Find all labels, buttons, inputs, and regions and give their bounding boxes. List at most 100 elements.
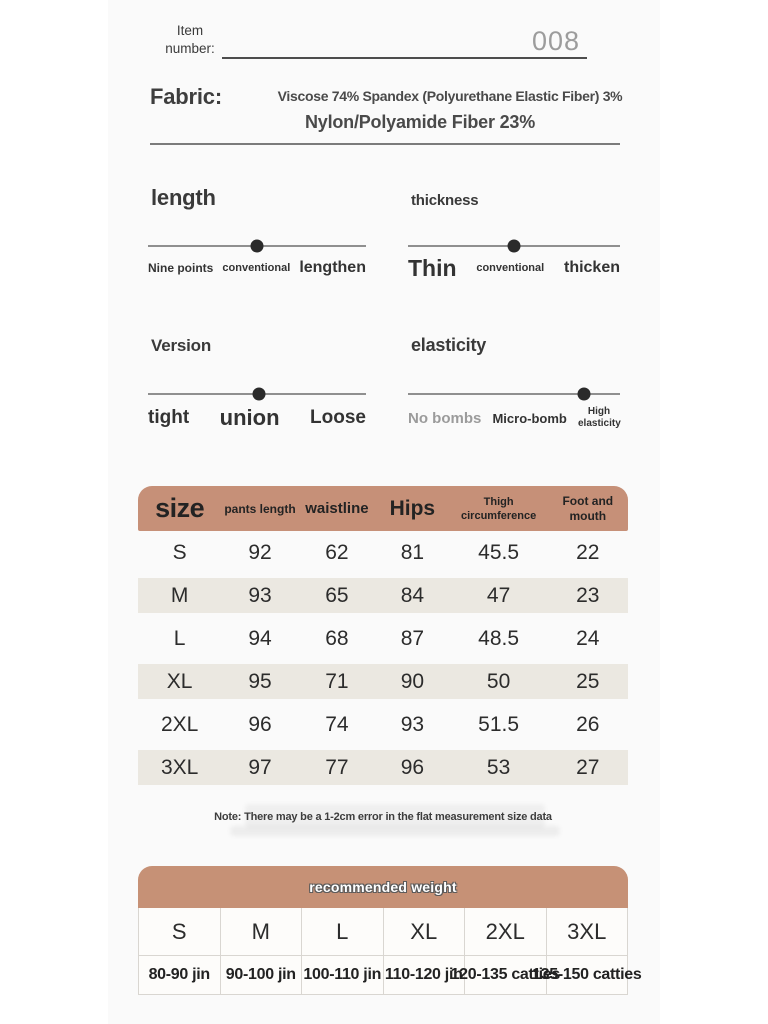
size-table-header-waistline: waistline [305, 500, 369, 517]
table-cell: 110-120 jin [384, 956, 465, 994]
elasticity-label-mid: Micro-bomb [492, 410, 567, 426]
version-label-mid: union [219, 405, 280, 430]
recommended-weight-title: recommended weight [309, 879, 457, 895]
version-label-start: tight [148, 407, 190, 428]
length-slider-thumb [250, 239, 264, 253]
table-cell: 3XL [567, 918, 607, 944]
table-cell: 93 [400, 712, 425, 736]
table-cell: S [139, 908, 221, 955]
table-row: 2XL 96 74 93 51.5 26 [138, 703, 628, 746]
elasticity-label-start: No bombs [408, 409, 482, 427]
table-cell: M [170, 583, 189, 607]
fabric-composition-line2: Nylon/Polyamide Fiber 23% [304, 112, 536, 132]
table-cell: 47 [486, 583, 511, 607]
table-cell: 2XL [465, 908, 547, 955]
thickness-slider-title: thickness [411, 192, 479, 209]
thickness-label-mid: conventional [476, 262, 545, 274]
table-cell: 90 [400, 669, 425, 693]
elasticity-slider-thumb [577, 387, 591, 401]
table-cell: L [173, 626, 186, 650]
fabric-label: Fabric: [150, 84, 222, 109]
item-number-underline [222, 57, 587, 59]
table-row: 3XL 97 77 96 53 27 [138, 746, 628, 789]
table-cell: 62 [325, 540, 349, 564]
thickness-slider-track [408, 239, 620, 253]
table-cell: 74 [325, 712, 349, 736]
length-label-start: Nine points [148, 261, 214, 275]
table-cell: 65 [325, 583, 349, 607]
measurement-note: Note: There may be a 1-2cm error in the … [214, 811, 552, 823]
table-cell: 68 [325, 626, 349, 650]
table-cell: 51.5 [478, 712, 520, 736]
length-slider-title: length [151, 185, 216, 210]
table-cell: 84 [400, 583, 425, 607]
table-cell: 96 [400, 755, 425, 779]
thickness-slider: thickness Thin conventional thicken [408, 185, 620, 295]
thickness-label-start: Thin [408, 254, 457, 281]
table-cell: 48.5 [478, 626, 520, 650]
thickness-slider-thumb [507, 239, 521, 253]
table-cell: 92 [248, 540, 272, 564]
table-cell: 71 [325, 669, 349, 693]
length-label-end: lengthen [299, 259, 366, 276]
table-cell: 135-150 catties [532, 966, 642, 983]
size-table-header-foot-and-mouth: Foot and mouth [562, 493, 614, 523]
weight-size-row: S M L XL 2XL 3XL [139, 908, 627, 955]
table-cell: 45.5 [478, 540, 520, 564]
thickness-label-end: thicken [563, 259, 620, 276]
table-cell: 81 [400, 540, 425, 564]
version-slider-track [148, 387, 366, 401]
length-slider-track [148, 239, 366, 253]
table-cell: L [302, 908, 384, 955]
item-number-value: 008 [531, 26, 580, 56]
table-cell: 50 [486, 669, 511, 693]
length-slider-labels: Nine points conventional lengthen [148, 255, 366, 281]
length-label-mid: conventional [222, 262, 291, 274]
elasticity-slider-title: elasticity [411, 335, 487, 355]
table-cell: 97 [248, 755, 272, 779]
size-table: size pants length waistline Hips Thigh c… [138, 486, 628, 789]
table-cell: 53 [486, 755, 511, 779]
elasticity-slider: elasticity No bombs Micro-bomb High elas… [408, 332, 621, 442]
fabric-underline [150, 143, 620, 145]
size-table-header-thigh-circumference: Thigh circumference [461, 495, 537, 522]
table-row: L 94 68 87 48.5 24 [138, 617, 628, 660]
table-cell: 24 [576, 626, 600, 650]
table-cell: 26 [576, 712, 600, 736]
recommended-weight-body: S M L XL 2XL 3XL 80-90 jin 90-100 jin 10… [138, 908, 642, 995]
size-table-header: size pants length waistline Hips Thigh c… [138, 486, 628, 531]
table-cell: 87 [400, 626, 425, 650]
table-cell: 3XL [160, 755, 199, 779]
elasticity-label-end: High elasticity [577, 406, 621, 429]
elasticity-slider-labels: No bombs Micro-bomb High elasticity [408, 403, 621, 433]
table-cell: 2XL [160, 712, 199, 736]
table-cell: 100-110 jin [302, 956, 384, 994]
table-cell: 25 [576, 669, 600, 693]
version-slider: Version tight union Loose [148, 332, 366, 442]
recommended-weight-table: recommended weight S M L XL 2XL 3XL 80-9… [138, 866, 642, 995]
version-slider-thumb [252, 387, 266, 401]
size-table-header-hips: Hips [389, 496, 436, 520]
item-number-label-line1: Item [176, 23, 204, 38]
table-cell: 95 [248, 669, 272, 693]
table-cell: 80-90 jin [139, 956, 221, 994]
table-row: XL 95 71 90 50 25 [138, 660, 628, 703]
table-cell: 22 [576, 540, 600, 564]
table-cell: 90-100 jin [221, 956, 302, 994]
weight-value-row: 80-90 jin 90-100 jin 100-110 jin 110-120… [139, 955, 642, 994]
thickness-slider-labels: Thin conventional thicken [408, 255, 620, 281]
table-row: M 93 65 84 47 23 [138, 574, 628, 617]
table-cell: 27 [576, 755, 600, 779]
table-cell: 94 [248, 626, 272, 650]
table-cell: 23 [576, 583, 600, 607]
table-cell: 120-135 catties [451, 956, 560, 994]
table-row: S 92 62 81 45.5 22 [138, 531, 628, 574]
table-cell: M [221, 908, 302, 955]
version-slider-labels: tight union Loose [148, 403, 366, 433]
recommended-weight-header: recommended weight [138, 866, 628, 908]
length-slider: length Nine points conventional lengthen [148, 185, 366, 295]
version-label-end: Loose [310, 407, 366, 428]
fabric-composition-line1: Viscose 74% Spandex (Polyurethane Elasti… [277, 88, 623, 104]
item-number-label-line2: number: [165, 41, 215, 56]
